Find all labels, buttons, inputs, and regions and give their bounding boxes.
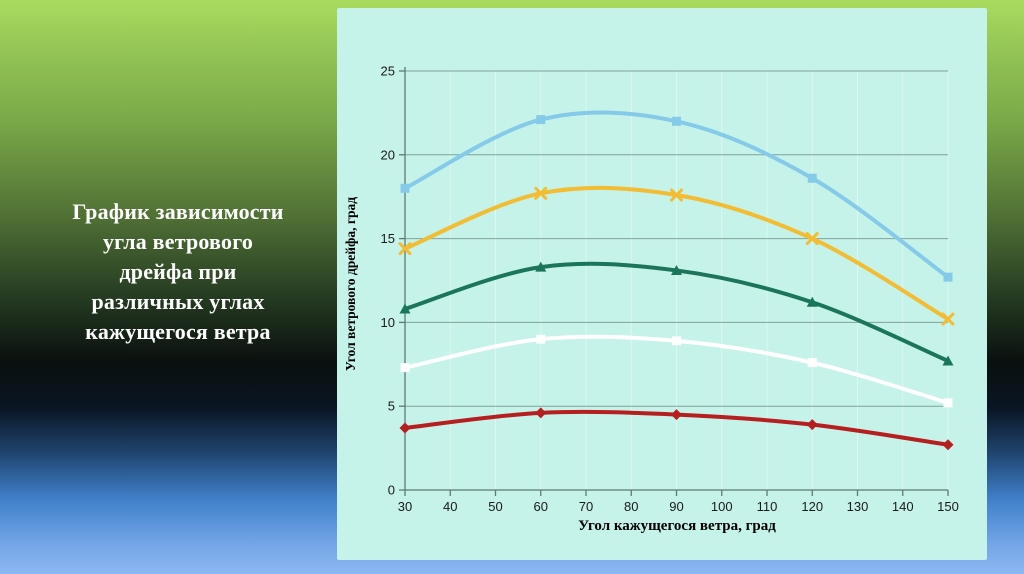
marker-triangle — [942, 355, 954, 366]
marker-square — [536, 334, 546, 344]
marker-diamond — [942, 439, 954, 451]
x-tick-label: 90 — [669, 499, 683, 514]
marker-square — [807, 173, 817, 183]
marker-triangle — [399, 303, 411, 314]
marker-x — [534, 186, 548, 200]
x-tick-label: 70 — [579, 499, 593, 514]
y-axis-title: Угол ветрового дрейфа, град — [343, 196, 358, 372]
marker-diamond — [806, 419, 818, 431]
marker-x — [941, 312, 955, 326]
slide-title-line: График зависимости — [72, 199, 284, 224]
slide-title-line: различных углах — [91, 289, 265, 314]
marker-square — [943, 272, 953, 282]
x-tick-label: 140 — [892, 499, 914, 514]
y-tick-label: 5 — [388, 399, 395, 414]
marker-diamond — [399, 422, 411, 434]
y-tick-label: 25 — [381, 64, 395, 79]
x-tick-label: 30 — [398, 499, 412, 514]
x-tick-label: 60 — [534, 499, 548, 514]
marker-triangle — [535, 261, 547, 272]
y-tick-label: 0 — [388, 483, 395, 498]
marker-triangle — [671, 264, 682, 275]
x-tick-label: 110 — [757, 499, 778, 514]
marker-x — [805, 232, 819, 246]
marker-diamond — [535, 407, 547, 419]
drift-angle-line-chart: 0 5 10 15 20 25 30 40 50 60 70 80 90 100 110 120 130 140 1… — [381, 64, 959, 515]
x-tick-label: 100 — [711, 499, 733, 514]
marker-x — [398, 242, 412, 256]
slide-title-line: кажущегося ветра — [85, 319, 271, 344]
marker-square — [943, 398, 953, 408]
y-tick-label: 20 — [381, 147, 395, 162]
x-tick-label: 150 — [937, 499, 959, 514]
marker-square — [400, 363, 410, 373]
marker-square — [536, 115, 546, 125]
x-tick-label: 80 — [624, 499, 638, 514]
slide-title: График зависимости угла ветрового дрейфа… — [30, 197, 326, 347]
y-tick-label: 10 — [381, 315, 395, 330]
drift-angle-chart-panel: 0 5 10 15 20 25 30 40 50 60 70 80 90 100 110 120 130 140 1… — [337, 8, 987, 560]
x-axis-title: Угол кажущегося ветра, град — [578, 518, 776, 534]
marker-square — [672, 336, 681, 346]
marker-diamond — [671, 409, 682, 421]
x-tick-label: 120 — [801, 499, 823, 514]
slide-title-line: угла ветрового — [102, 229, 254, 254]
slide-title-line: дрейфа при — [119, 259, 237, 284]
x-tick-label: 40 — [443, 499, 457, 514]
marker-square — [400, 183, 410, 193]
x-tick-label: 130 — [847, 499, 869, 514]
marker-square — [807, 358, 817, 368]
y-tick-label: 15 — [381, 231, 395, 246]
marker-square — [672, 116, 681, 126]
marker-x — [670, 188, 683, 202]
x-tick-label: 50 — [488, 499, 502, 514]
marker-triangle — [806, 296, 818, 307]
